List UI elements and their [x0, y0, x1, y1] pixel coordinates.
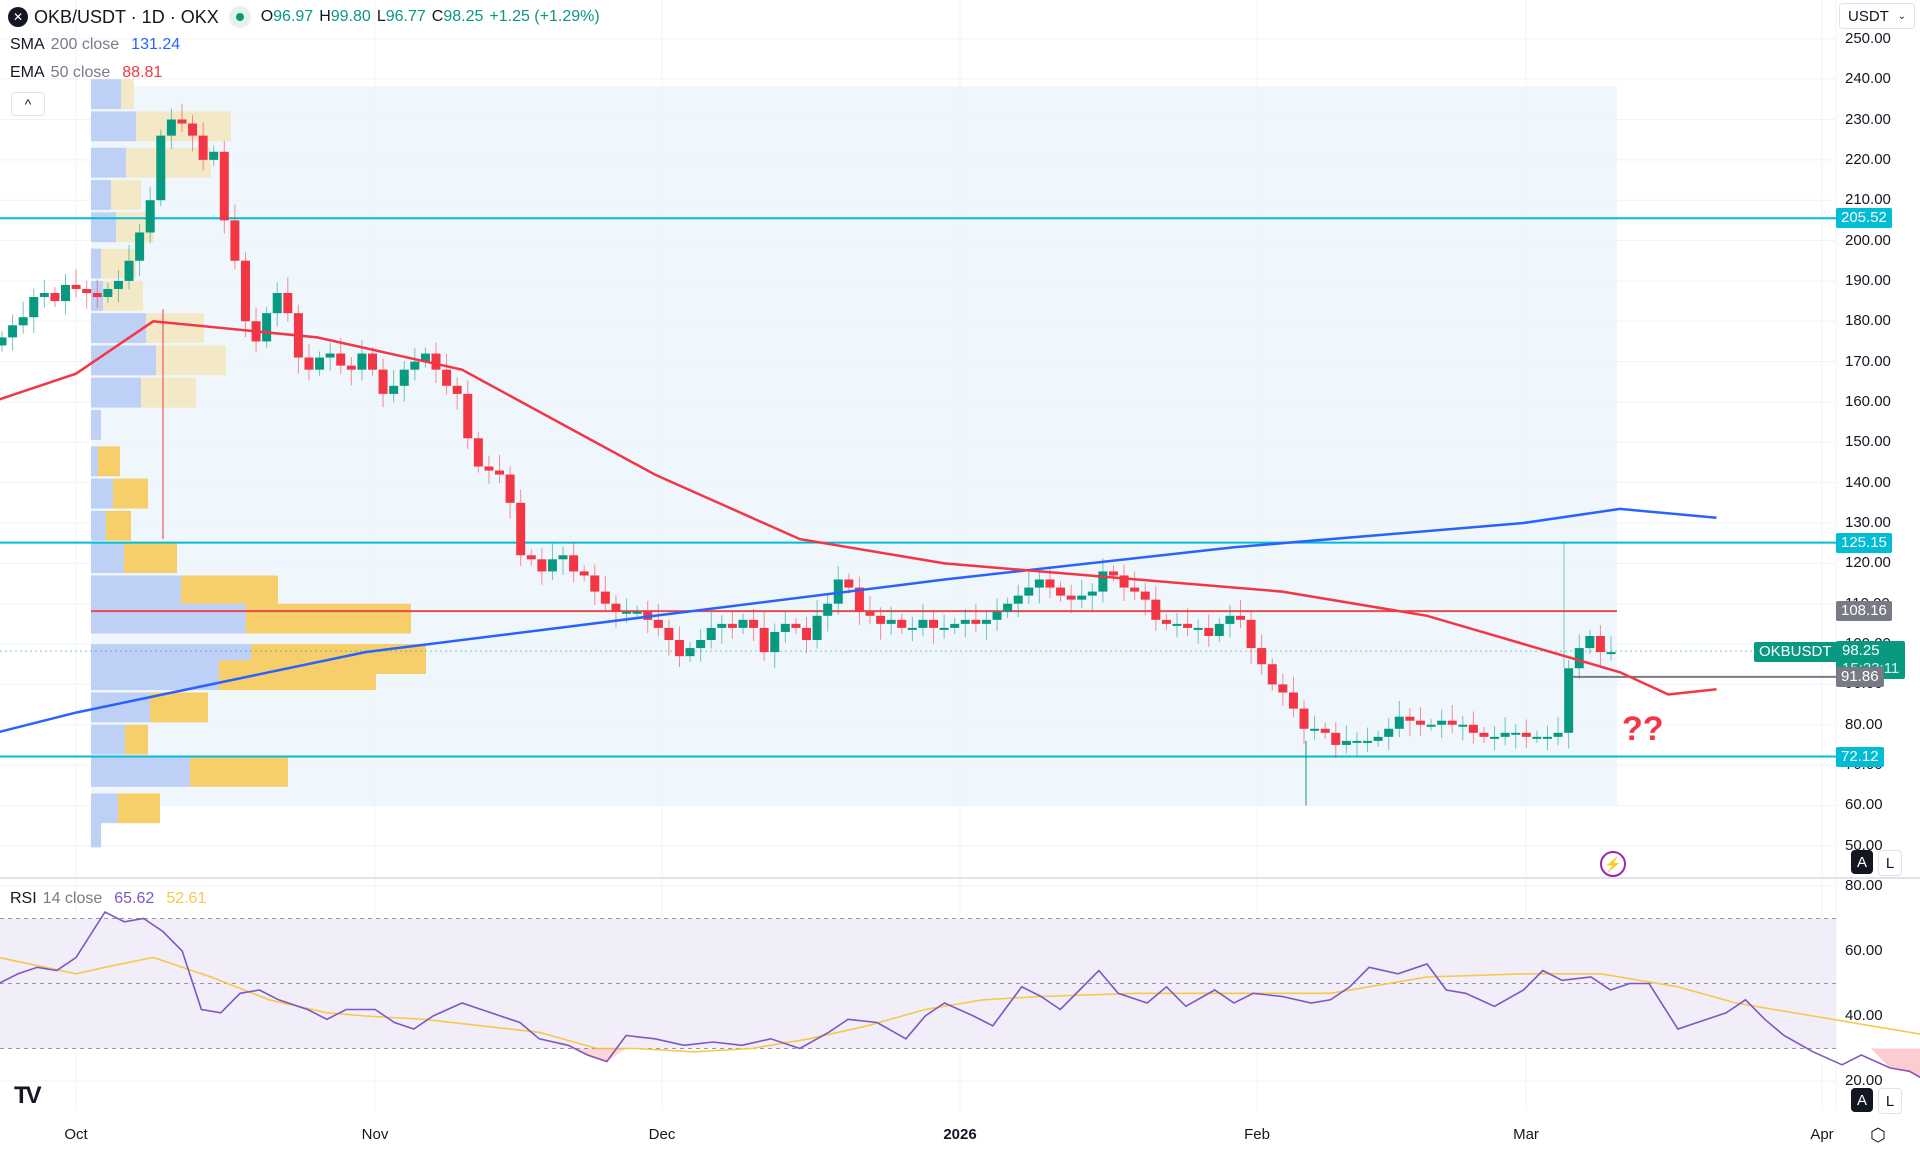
- rsi-tick: 40.00: [1845, 1007, 1883, 1024]
- rsi-name: RSI: [10, 890, 37, 907]
- price-tag-value: 125.15: [1841, 533, 1887, 551]
- price-tick: 120.00: [1845, 554, 1891, 572]
- time-label: Dec: [648, 1126, 676, 1143]
- open-label: O: [260, 8, 274, 25]
- log-scale-button[interactable]: L: [1878, 850, 1902, 876]
- price-tick: 130.00: [1845, 514, 1891, 531]
- price-tag-value: 72.12: [1841, 747, 1879, 765]
- change-value: +1.25 (+1.29%): [489, 8, 600, 25]
- rsi-tick: 80.00: [1845, 877, 1883, 894]
- price-tick: 170.00: [1845, 352, 1891, 370]
- price-tick: 60.00: [1845, 796, 1883, 814]
- time-label: Oct: [64, 1126, 88, 1143]
- rsi-ma-value: 52.61: [166, 890, 207, 907]
- low-value: 96.77: [385, 8, 426, 25]
- lightning-icon[interactable]: ⚡: [1600, 851, 1626, 877]
- close-label: C: [431, 8, 444, 25]
- price-tick: 230.00: [1845, 110, 1891, 128]
- price-tag-line: 91.86: [1836, 666, 1884, 687]
- price-tag-value: 108.16: [1841, 602, 1887, 620]
- chevron-down-icon: ⌄: [1897, 10, 1906, 22]
- price-tag-value: 98.25: [1842, 642, 1880, 660]
- ema-legend[interactable]: EMA 50 close 88.81: [10, 64, 162, 82]
- price-tick: 190.00: [1845, 271, 1891, 289]
- price-tag-poc: 108.16: [1836, 601, 1892, 622]
- price-tag-value: 205.52: [1841, 209, 1887, 227]
- auto-scale-button[interactable]: A: [1851, 850, 1873, 874]
- sma-value: 131.24: [131, 36, 181, 53]
- price-tick: 180.00: [1845, 312, 1891, 330]
- time-label: Mar: [1513, 1126, 1539, 1143]
- sma-name: SMA: [10, 36, 45, 53]
- high-value: 99.80: [330, 8, 371, 25]
- rsi-tick: 20.00: [1845, 1072, 1883, 1089]
- okx-logo-icon: ✕: [8, 7, 28, 27]
- ema-params: 50 close: [50, 64, 111, 81]
- price-tick: 140.00: [1845, 473, 1891, 491]
- chevron-up-icon: ^: [24, 96, 32, 112]
- rsi-auto-scale-button[interactable]: A: [1851, 1088, 1873, 1112]
- time-label: 2026: [943, 1126, 977, 1143]
- symbol-price-tag: OKBUSDT: [1754, 642, 1837, 662]
- tradingview-logo[interactable]: TV: [14, 1082, 42, 1109]
- price-tick: 240.00: [1845, 70, 1891, 88]
- currency-label: USDT: [1848, 7, 1889, 25]
- ema-name: EMA: [10, 64, 45, 81]
- symbol-legend: ✕ OKB/USDT · 1D · OKX O 96.97 H 99.80 L 96.…: [8, 6, 600, 28]
- currency-selector[interactable]: USDT ⌄: [1839, 3, 1915, 29]
- price-tag-value: 91.86: [1841, 667, 1879, 685]
- collapse-legend-button[interactable]: ^: [11, 92, 45, 116]
- rsi-tick: 60.00: [1845, 942, 1883, 959]
- question-annotation[interactable]: ??: [1622, 710, 1664, 748]
- high-label: H: [319, 8, 331, 25]
- symbol-title[interactable]: OKB/USDT · 1D · OKX: [34, 6, 219, 27]
- price-tag-hline: 125.15: [1836, 532, 1892, 553]
- price-tag-hline: 205.52: [1836, 208, 1892, 229]
- rsi-params: 14 close: [42, 890, 103, 907]
- close-value: 98.25: [443, 8, 484, 25]
- price-tick: 200.00: [1845, 231, 1891, 249]
- rsi-legend[interactable]: RSI 14 close 65.62 52.61: [10, 890, 206, 908]
- time-label: Apr: [1810, 1126, 1834, 1143]
- price-tag-hline: 72.12: [1836, 746, 1884, 767]
- price-tick: 250.00: [1845, 29, 1891, 47]
- low-label: L: [376, 8, 386, 25]
- price-tick: 150.00: [1845, 433, 1891, 451]
- time-label: Feb: [1244, 1126, 1270, 1143]
- price-tick: 210.00: [1845, 191, 1891, 209]
- gear-icon[interactable]: ⬡: [1870, 1125, 1886, 1145]
- price-tick: 220.00: [1845, 150, 1891, 168]
- ema-value: 88.81: [122, 64, 163, 81]
- sma-params: 200 close: [50, 36, 120, 53]
- open-value: 96.97: [273, 8, 314, 25]
- price-tick: 50.00: [1845, 836, 1883, 854]
- market-status-icon: [228, 6, 251, 28]
- rsi-log-scale-button[interactable]: L: [1878, 1088, 1902, 1114]
- rsi-value: 65.62: [114, 890, 155, 907]
- price-tick: 80.00: [1845, 715, 1883, 733]
- price-tick: 160.00: [1845, 392, 1891, 410]
- sma-legend[interactable]: SMA 200 close 131.24: [10, 36, 180, 54]
- time-label: Nov: [361, 1126, 389, 1143]
